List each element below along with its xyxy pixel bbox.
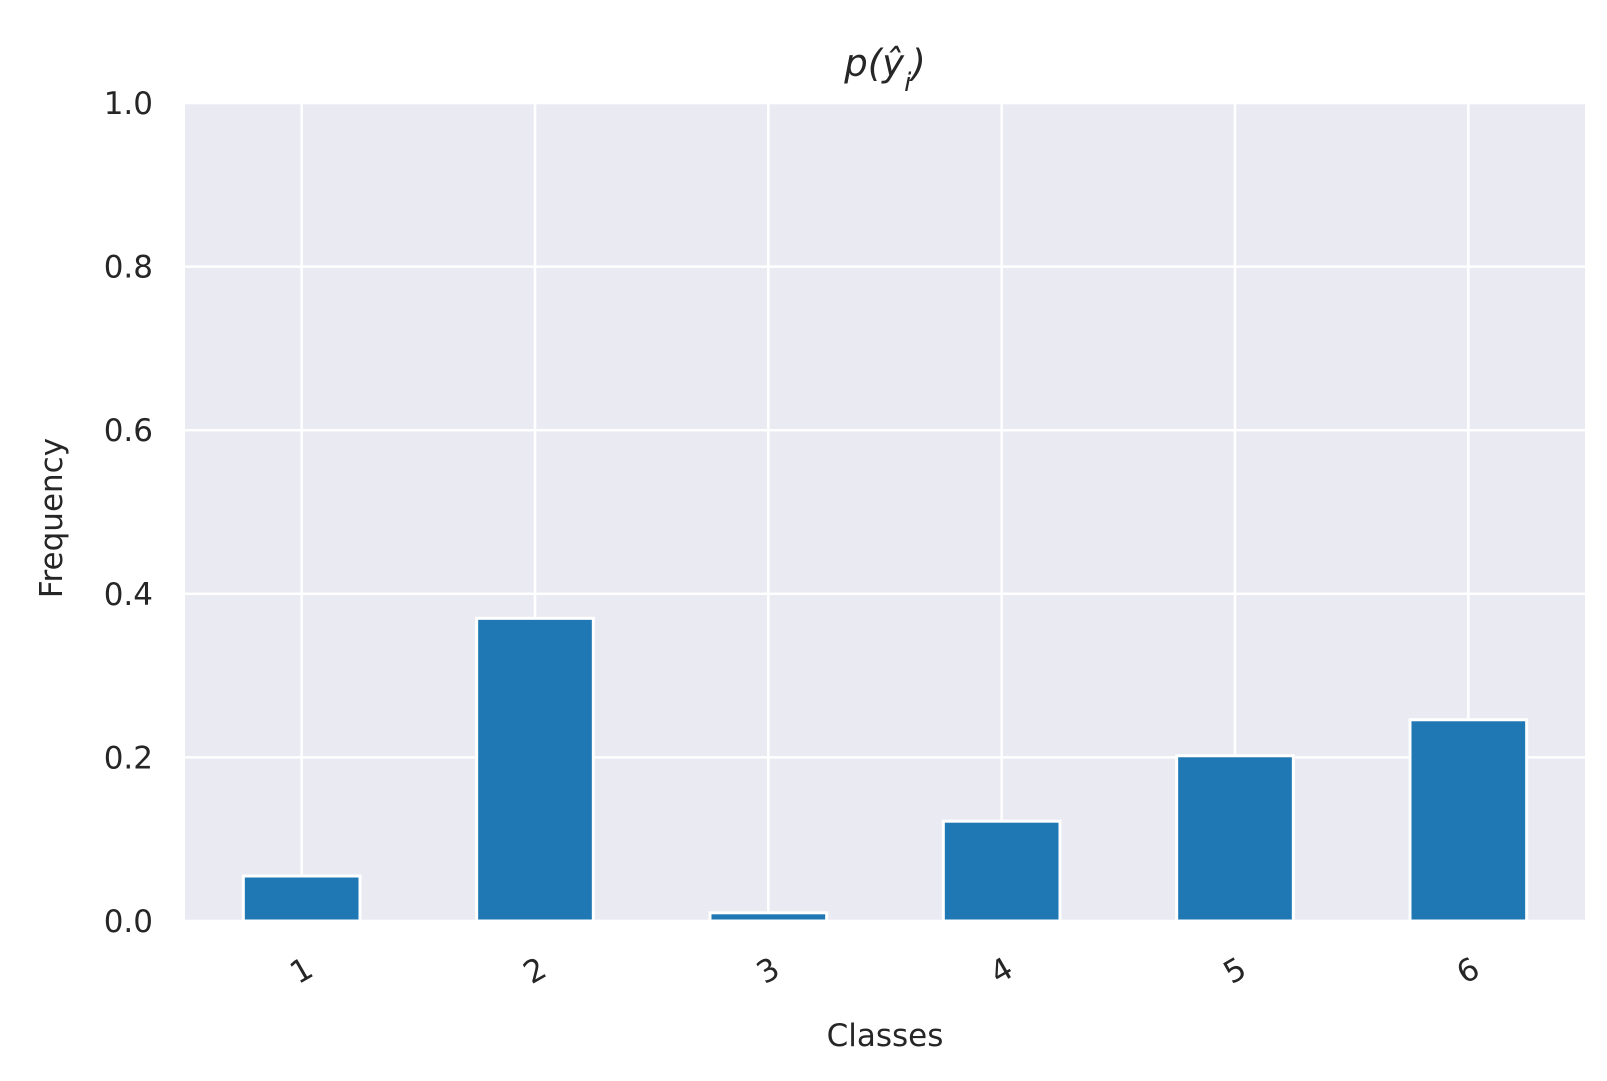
y-tick-label: 0.6 — [104, 413, 153, 449]
bar-class-3 — [708, 911, 829, 923]
x-tick-label: 1 — [284, 950, 319, 991]
x-tick-label: 4 — [984, 950, 1019, 991]
y-tick-label: 0.4 — [104, 577, 153, 613]
chart-title-base: p( — [843, 42, 883, 85]
bar-class-2 — [475, 616, 595, 923]
chart-title-end: ) — [908, 42, 925, 85]
y-tick-labels: 0.0 0.2 0.4 0.6 0.8 1.0 — [104, 86, 153, 940]
chart-title-subscript: i — [904, 68, 912, 98]
x-tick-label: 6 — [1451, 950, 1486, 991]
x-tick-label: 5 — [1217, 950, 1252, 991]
bar-class-5 — [1175, 754, 1295, 923]
bar-class-4 — [941, 819, 1062, 923]
bar-class-6 — [1408, 718, 1529, 923]
x-tick-label: 2 — [517, 950, 552, 991]
chart-title: p(ŷi) — [843, 42, 926, 98]
bars-group — [241, 616, 1529, 923]
y-tick-label: 0.8 — [104, 250, 153, 286]
y-axis-label: Frequency — [34, 438, 70, 598]
grid-lines — [185, 101, 1585, 923]
bar-class-1 — [241, 874, 362, 923]
x-tick-labels: 1 2 3 4 5 6 — [284, 950, 1486, 991]
y-tick-label: 1.0 — [104, 86, 153, 122]
chart-title-variable: ŷ — [881, 42, 905, 85]
plot-area — [185, 103, 1585, 921]
x-tick-label: 3 — [751, 950, 786, 991]
x-axis-label: Classes — [827, 1018, 944, 1054]
y-tick-label: 0.2 — [104, 740, 153, 776]
y-tick-label: 0.0 — [104, 904, 153, 940]
